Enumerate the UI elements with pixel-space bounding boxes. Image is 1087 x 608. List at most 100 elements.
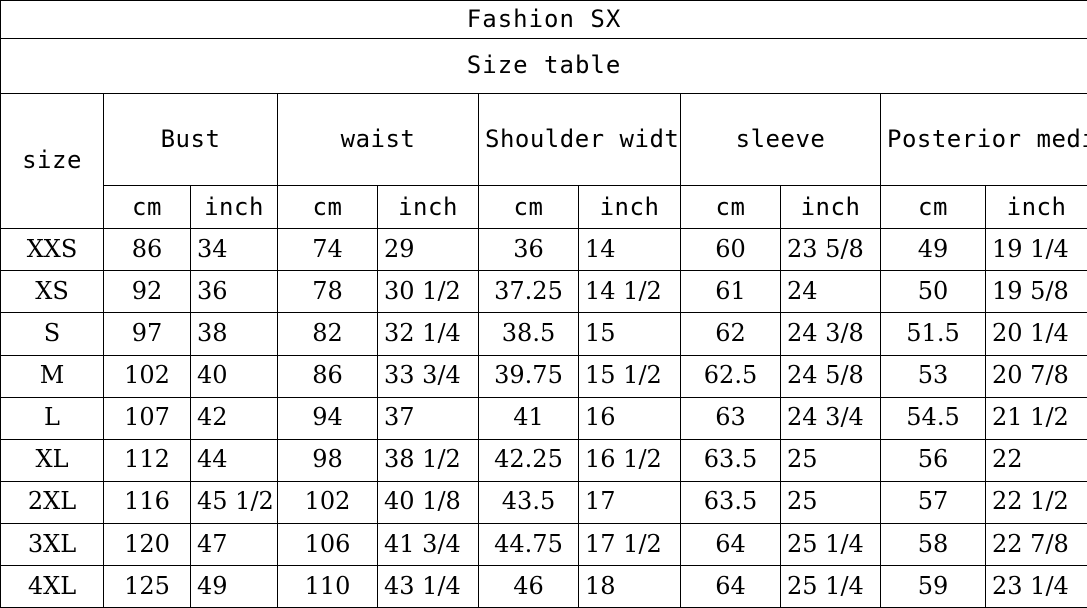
table-row: L 107 42 94 37 41 16 63 24 3/4 54.5 21 1… bbox=[0, 396, 1087, 440]
table-row: M 102 40 86 33 3/4 39.75 15 1/2 62.5 24 … bbox=[0, 354, 1087, 398]
cell-length-cm: 56 bbox=[880, 438, 986, 482]
table-row: S 97 38 82 32 1/4 38.5 15 62 24 3/8 51.5… bbox=[0, 312, 1087, 356]
cell-length-inch: 20 1/4 bbox=[984, 312, 1087, 356]
row-size-label: XL bbox=[0, 438, 104, 482]
cell-waist-cm: 86 bbox=[277, 354, 378, 398]
cell-sleeve-cm: 62 bbox=[680, 312, 781, 356]
cell-waist-cm: 94 bbox=[277, 396, 378, 440]
header-unit-sleeve-inch: inch bbox=[780, 185, 881, 230]
cell-waist-inch: 37 bbox=[377, 396, 479, 440]
cell-shoulder-inch: 16 1/2 bbox=[578, 438, 681, 482]
cell-length-inch: 19 5/8 bbox=[984, 270, 1087, 314]
unit-header-row: cm inch cm inch cm inch cm inch cm inch bbox=[1, 185, 1087, 230]
cell-length-cm: 57 bbox=[880, 480, 986, 524]
header-unit-bust-cm: cm bbox=[103, 185, 191, 230]
cell-waist-cm: 98 bbox=[277, 438, 378, 482]
cell-bust-cm: 102 bbox=[103, 354, 191, 398]
cell-sleeve-cm: 64 bbox=[680, 522, 781, 566]
cell-waist-inch: 30 1/2 bbox=[377, 270, 479, 314]
cell-shoulder-inch: 17 1/2 bbox=[578, 522, 681, 566]
cell-sleeve-cm: 63 bbox=[680, 396, 781, 440]
header-group-bust: Bust bbox=[103, 93, 278, 187]
cell-length-cm: 51.5 bbox=[880, 312, 986, 356]
cell-sleeve-cm: 62.5 bbox=[680, 354, 781, 398]
table-title: Size table bbox=[0, 38, 1087, 95]
cell-waist-inch: 33 3/4 bbox=[377, 354, 479, 398]
cell-bust-inch: 34 bbox=[190, 228, 278, 272]
cell-sleeve-cm: 63.5 bbox=[680, 438, 781, 482]
cell-bust-cm: 97 bbox=[103, 312, 191, 356]
header-unit-shoulder-inch: inch bbox=[578, 185, 681, 230]
cell-bust-inch: 38 bbox=[190, 312, 278, 356]
cell-bust-inch: 45 1/2 bbox=[190, 480, 278, 524]
cell-bust-cm: 120 bbox=[103, 522, 191, 566]
header-unit-sleeve-cm: cm bbox=[680, 185, 781, 230]
row-size-label: L bbox=[0, 396, 104, 440]
header-unit-bust-inch: inch bbox=[190, 185, 278, 230]
row-size-label: XS bbox=[0, 270, 104, 314]
table-row: 2XL 116 45 1/2 102 40 1/8 43.5 17 63.5 2… bbox=[0, 480, 1087, 524]
cell-sleeve-inch: 24 3/4 bbox=[780, 396, 881, 440]
table-row: 4XL 125 49 110 43 1/4 46 18 64 25 1/4 59… bbox=[0, 564, 1087, 608]
header-group-shoulder-width: Shoulder width bbox=[478, 93, 681, 187]
cell-waist-cm: 78 bbox=[277, 270, 378, 314]
cell-waist-cm: 106 bbox=[277, 522, 378, 566]
header-group-sleeve: sleeve bbox=[680, 93, 881, 187]
cell-sleeve-inch: 24 bbox=[780, 270, 881, 314]
cell-waist-inch: 41 3/4 bbox=[377, 522, 479, 566]
cell-shoulder-cm: 38.5 bbox=[478, 312, 579, 356]
cell-bust-cm: 125 bbox=[103, 564, 191, 608]
brand-title-row: Fashion SX bbox=[0, 0, 1087, 40]
cell-length-inch: 22 1/2 bbox=[984, 480, 1087, 524]
row-size-label: XXS bbox=[0, 228, 104, 272]
cell-length-inch: 22 7/8 bbox=[984, 522, 1087, 566]
cell-bust-inch: 40 bbox=[190, 354, 278, 398]
cell-sleeve-inch: 25 bbox=[780, 480, 881, 524]
cell-sleeve-inch: 25 1/4 bbox=[780, 522, 881, 566]
cell-shoulder-inch: 18 bbox=[578, 564, 681, 608]
header-unit-length-inch: inch bbox=[984, 185, 1087, 230]
table-row: 3XL 120 47 106 41 3/4 44.75 17 1/2 64 25… bbox=[0, 522, 1087, 566]
cell-waist-cm: 74 bbox=[277, 228, 378, 272]
cell-shoulder-inch: 15 1/2 bbox=[578, 354, 681, 398]
cell-shoulder-inch: 17 bbox=[578, 480, 681, 524]
cell-sleeve-inch: 25 bbox=[780, 438, 881, 482]
cell-bust-inch: 42 bbox=[190, 396, 278, 440]
row-size-label: 2XL bbox=[0, 480, 104, 524]
cell-sleeve-cm: 63.5 bbox=[680, 480, 781, 524]
cell-shoulder-cm: 42.25 bbox=[478, 438, 579, 482]
row-size-label: 4XL bbox=[0, 564, 104, 608]
table-row: XL 112 44 98 38 1/2 42.25 16 1/2 63.5 25… bbox=[0, 438, 1087, 482]
cell-shoulder-cm: 36 bbox=[478, 228, 579, 272]
cell-length-cm: 49 bbox=[880, 228, 986, 272]
cell-length-cm: 59 bbox=[880, 564, 986, 608]
cell-shoulder-cm: 41 bbox=[478, 396, 579, 440]
header-unit-waist-cm: cm bbox=[277, 185, 378, 230]
header-unit-length-cm: cm bbox=[880, 185, 986, 230]
cell-length-cm: 54.5 bbox=[880, 396, 986, 440]
header-group-posterior-median-length: Posterior median length bbox=[879, 93, 1087, 187]
cell-bust-cm: 86 bbox=[103, 228, 191, 272]
cell-length-inch: 21 1/2 bbox=[984, 396, 1087, 440]
cell-length-cm: 50 bbox=[880, 270, 986, 314]
table-title-row: Size table bbox=[0, 38, 1087, 95]
cell-waist-inch: 43 1/4 bbox=[377, 564, 479, 608]
cell-waist-cm: 82 bbox=[277, 312, 378, 356]
cell-waist-inch: 32 1/4 bbox=[377, 312, 479, 356]
row-size-label: M bbox=[0, 354, 104, 398]
group-header-row: size Bust waist Shoulder width sleeve Po… bbox=[0, 93, 1087, 230]
header-unit-waist-inch: inch bbox=[377, 185, 479, 230]
cell-bust-inch: 44 bbox=[190, 438, 278, 482]
header-size: size bbox=[0, 93, 104, 230]
row-size-label: S bbox=[0, 312, 104, 356]
cell-sleeve-inch: 24 3/8 bbox=[780, 312, 881, 356]
cell-shoulder-inch: 16 bbox=[578, 396, 681, 440]
cell-shoulder-cm: 43.5 bbox=[478, 480, 579, 524]
cell-waist-inch: 29 bbox=[377, 228, 479, 272]
cell-shoulder-inch: 14 bbox=[578, 228, 681, 272]
cell-length-inch: 19 1/4 bbox=[984, 228, 1087, 272]
cell-shoulder-cm: 44.75 bbox=[478, 522, 579, 566]
cell-bust-cm: 92 bbox=[103, 270, 191, 314]
cell-shoulder-cm: 39.75 bbox=[478, 354, 579, 398]
